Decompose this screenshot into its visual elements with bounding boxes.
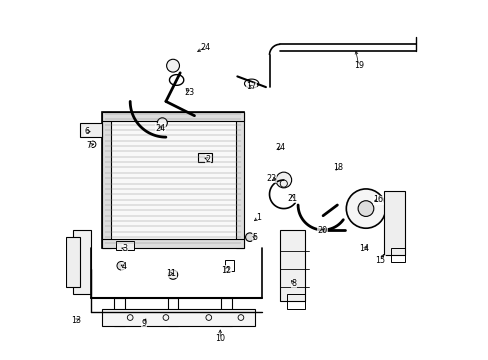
Text: 2: 2 bbox=[205, 155, 210, 164]
Text: 6: 6 bbox=[84, 127, 89, 136]
Bar bbox=[383, 191, 405, 255]
Text: 11: 11 bbox=[166, 269, 176, 278]
Bar bbox=[167, 298, 178, 327]
Circle shape bbox=[166, 59, 179, 72]
Circle shape bbox=[357, 201, 373, 216]
Text: 17: 17 bbox=[246, 82, 256, 91]
Bar bbox=[114, 298, 124, 327]
Bar bbox=[390, 248, 405, 262]
Bar bbox=[221, 298, 231, 327]
Bar bbox=[66, 237, 80, 287]
Bar bbox=[280, 230, 305, 301]
Text: 20: 20 bbox=[317, 226, 327, 235]
Text: 13: 13 bbox=[71, 315, 81, 324]
Text: 16: 16 bbox=[373, 195, 383, 204]
Text: 1: 1 bbox=[256, 213, 261, 222]
Bar bbox=[116, 241, 134, 249]
Circle shape bbox=[117, 261, 125, 270]
Text: 19: 19 bbox=[353, 61, 363, 70]
Text: 3: 3 bbox=[122, 244, 127, 253]
Text: 8: 8 bbox=[291, 279, 296, 288]
Text: 4: 4 bbox=[122, 262, 126, 271]
Text: 21: 21 bbox=[286, 194, 297, 203]
Text: 9: 9 bbox=[141, 319, 146, 328]
Text: 15: 15 bbox=[374, 256, 385, 265]
Text: 5: 5 bbox=[252, 233, 257, 242]
Text: 10: 10 bbox=[215, 334, 225, 343]
Circle shape bbox=[157, 118, 167, 128]
Text: 22: 22 bbox=[265, 174, 276, 183]
Text: 24: 24 bbox=[275, 143, 285, 152]
Bar bbox=[235, 112, 244, 248]
Bar bbox=[102, 112, 110, 248]
Circle shape bbox=[245, 233, 254, 242]
Text: 23: 23 bbox=[183, 88, 194, 97]
Text: 24: 24 bbox=[201, 42, 210, 51]
Bar bbox=[102, 239, 244, 248]
Bar bbox=[287, 294, 305, 309]
Text: 7: 7 bbox=[86, 141, 91, 150]
Bar bbox=[102, 112, 244, 121]
Bar bbox=[80, 123, 102, 137]
Text: 14: 14 bbox=[358, 244, 368, 253]
Text: 12: 12 bbox=[221, 266, 231, 275]
Circle shape bbox=[275, 172, 291, 188]
Bar bbox=[73, 230, 91, 294]
Circle shape bbox=[168, 270, 177, 279]
Text: 18: 18 bbox=[332, 163, 343, 172]
Bar bbox=[102, 112, 244, 248]
Bar bbox=[102, 309, 255, 327]
Bar bbox=[224, 260, 233, 271]
Text: 24: 24 bbox=[155, 124, 165, 133]
Circle shape bbox=[346, 189, 385, 228]
Bar bbox=[198, 153, 212, 162]
